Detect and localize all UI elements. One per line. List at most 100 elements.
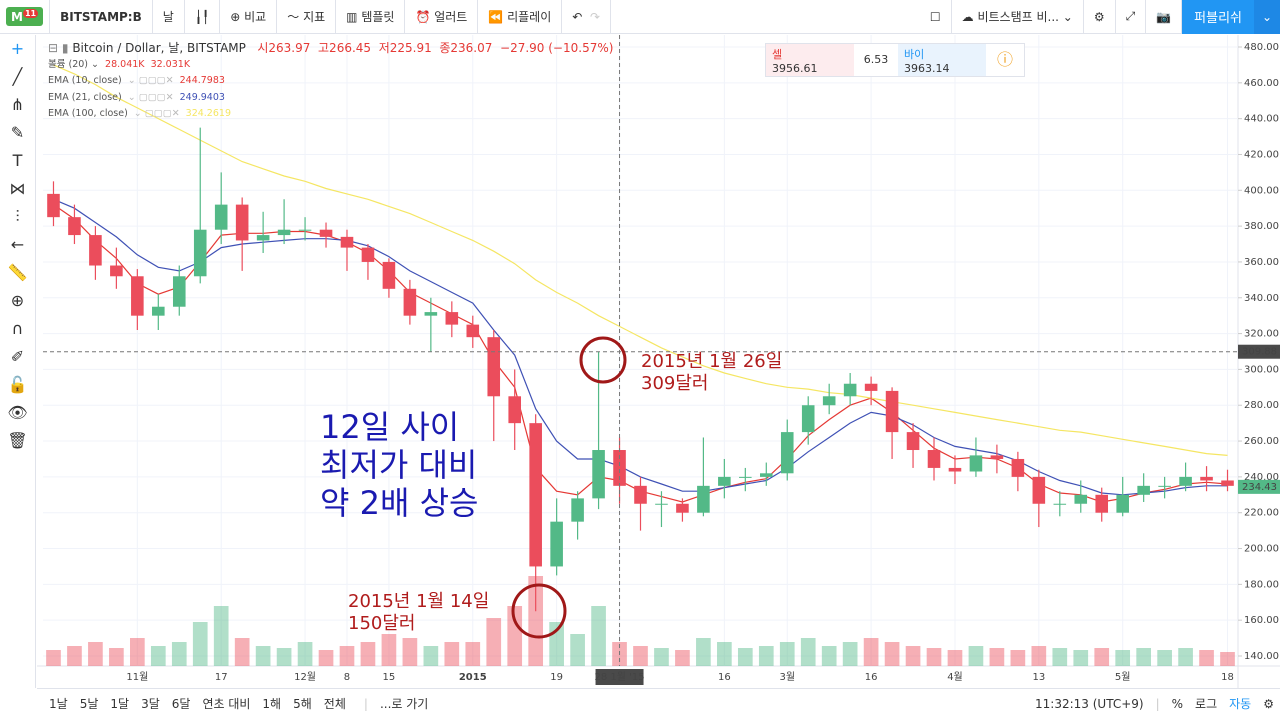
symbol[interactable]: BITSTAMP:B bbox=[50, 0, 153, 34]
note-line: 약 2배 상승 bbox=[320, 484, 479, 522]
magnet-tool[interactable]: ∩ bbox=[11, 319, 24, 338]
volume-bar bbox=[591, 606, 606, 666]
volume-bar bbox=[234, 638, 250, 666]
fullscreen-layout[interactable]: ☐ bbox=[920, 0, 952, 34]
top-toolbar: M 11 BITSTAMP:B 날 ╽╿ ⊕ 비교 〜 지표 ▥ 템플릿 ⏰ 얼러… bbox=[0, 0, 1280, 34]
note-line: 12일 사이 bbox=[320, 408, 460, 446]
volume-bar bbox=[528, 576, 544, 666]
snapshot[interactable]: 📷 bbox=[1146, 0, 1183, 34]
compare[interactable]: ⊕ 비교 bbox=[220, 0, 278, 34]
candle-body bbox=[676, 503, 689, 513]
interval[interactable]: 날 bbox=[153, 0, 185, 34]
volume-bar bbox=[402, 638, 418, 666]
y-tick-label: 380.00 bbox=[1244, 221, 1279, 232]
candle-body bbox=[1116, 494, 1129, 513]
candle-body bbox=[885, 390, 899, 433]
candle-body bbox=[110, 265, 123, 277]
volume-bar bbox=[633, 646, 648, 666]
sell-label: 셀 bbox=[772, 48, 783, 61]
line-tool[interactable]: ╱ bbox=[12, 67, 23, 86]
trash-tool[interactable]: 🗑 bbox=[7, 431, 28, 450]
text-tool[interactable]: T bbox=[12, 151, 23, 170]
info-icon[interactable]: ⓘ bbox=[996, 50, 1013, 69]
back-tool[interactable]: ← bbox=[10, 235, 25, 254]
lock-draw-tool[interactable]: ✐ bbox=[10, 347, 25, 366]
visibility-tool[interactable]: 👁 bbox=[7, 403, 28, 422]
cursor-tool[interactable]: + bbox=[10, 39, 25, 58]
annotation: 2015년 1월 26일 309달러 bbox=[641, 351, 782, 395]
volume-bar bbox=[339, 646, 355, 666]
y-tick-label: 360.00 bbox=[1244, 257, 1279, 268]
range-button[interactable]: 5해 bbox=[293, 697, 312, 711]
replay[interactable]: ⏪ 리플레이 bbox=[478, 0, 563, 34]
buy-button[interactable]: 바이 3963.14 bbox=[898, 44, 986, 76]
volume-bar bbox=[947, 650, 963, 666]
x-tick-label: 15 bbox=[383, 672, 396, 683]
range-button[interactable]: 6달 bbox=[171, 697, 191, 711]
volume-bar bbox=[654, 648, 669, 666]
volume-bar bbox=[444, 642, 460, 666]
templates[interactable]: ▥ 템플릿 bbox=[336, 0, 406, 34]
pattern-tool[interactable]: ⋈ bbox=[9, 179, 26, 198]
publish-menu[interactable]: ⌄ bbox=[1254, 0, 1280, 34]
candle-body bbox=[529, 423, 542, 567]
ema-value: 249.9403 bbox=[179, 91, 225, 103]
goto[interactable]: ...로 가기 bbox=[379, 697, 429, 711]
range-button[interactable]: 3달 bbox=[141, 697, 160, 711]
candle-body bbox=[1179, 476, 1192, 486]
volume-bar bbox=[130, 638, 145, 666]
log-toggle[interactable]: 로그 bbox=[1195, 697, 1218, 711]
candle-body bbox=[193, 229, 207, 277]
candle-body bbox=[571, 498, 584, 522]
settings[interactable]: ⚙ bbox=[1084, 0, 1116, 34]
percent-toggle[interactable]: % bbox=[1171, 696, 1184, 711]
auto-toggle[interactable]: 자동 bbox=[1229, 697, 1252, 711]
range-button[interactable]: 연초 대비 bbox=[202, 697, 251, 711]
volume-bar bbox=[486, 618, 502, 666]
zoom-tool[interactable]: ⊕ bbox=[10, 291, 25, 310]
candle-body bbox=[172, 276, 186, 307]
range-button[interactable]: 1달 bbox=[110, 697, 130, 711]
indicators[interactable]: 〜 지표 bbox=[277, 0, 337, 34]
volume-name: 볼륨 (20) bbox=[48, 58, 89, 70]
lock-tool[interactable]: 🔓 bbox=[7, 375, 28, 394]
range-button[interactable]: 5날 bbox=[79, 697, 99, 711]
note-line: 최저가 대비 bbox=[320, 446, 478, 484]
publish-button[interactable]: 퍼블리쉬 bbox=[1182, 0, 1254, 34]
ema-legend-row: EMA (21, close) ⌄ ▢▢▢✕ 249.9403 bbox=[48, 90, 613, 107]
candle-body bbox=[1074, 494, 1088, 504]
y-tick-label: 180.00 bbox=[1244, 579, 1279, 590]
ema-legend-row: EMA (10, close) ⌄ ▢▢▢✕ 244.7983 bbox=[48, 73, 613, 90]
logo[interactable]: M 11 bbox=[0, 0, 51, 34]
measure-tool[interactable]: 📏 bbox=[7, 263, 28, 282]
volume-bar bbox=[737, 648, 753, 666]
candle-body bbox=[864, 383, 878, 391]
candle-body bbox=[403, 288, 417, 316]
sell-button[interactable]: 셀 3956.61 bbox=[766, 44, 854, 76]
range-button[interactable]: 전체 bbox=[323, 697, 346, 711]
alerts[interactable]: ⏰ 얼러트 bbox=[405, 0, 479, 34]
y-tick-label: 440.00 bbox=[1244, 114, 1279, 125]
layout[interactable]: ☁ 비트스탬프 비... ⌄ bbox=[952, 0, 1084, 34]
chart-style[interactable]: ╽╿ bbox=[185, 0, 221, 34]
ohlc: 저225.91 bbox=[378, 41, 432, 55]
prediction-tool[interactable]: ⫶ bbox=[15, 207, 20, 226]
settings[interactable]: ⚙ bbox=[1263, 696, 1274, 711]
range-button[interactable]: 1해 bbox=[262, 697, 282, 711]
undo-redo[interactable]: ↶ ↷ bbox=[562, 0, 612, 34]
y-tick-label: 320.00 bbox=[1244, 329, 1279, 340]
y-tick-label: 400.00 bbox=[1244, 185, 1279, 196]
volume-bar bbox=[863, 638, 879, 666]
volume-bar bbox=[989, 648, 1005, 666]
brush-tool[interactable]: ✎ bbox=[10, 123, 25, 142]
range-button[interactable]: 1날 bbox=[49, 697, 68, 711]
fullscreen[interactable]: ⤢ bbox=[1116, 0, 1147, 34]
candle-body bbox=[655, 503, 668, 505]
ema-legend: EMA (10, close) ⌄ ▢▢▢✕ 244.7983 EMA (21, cl… bbox=[48, 73, 613, 123]
label: 비교 bbox=[244, 10, 267, 24]
volume-bar bbox=[905, 646, 921, 666]
fib-tool[interactable]: ⋔ bbox=[10, 95, 25, 114]
candle-body bbox=[906, 432, 920, 451]
candle-body bbox=[1011, 458, 1025, 477]
